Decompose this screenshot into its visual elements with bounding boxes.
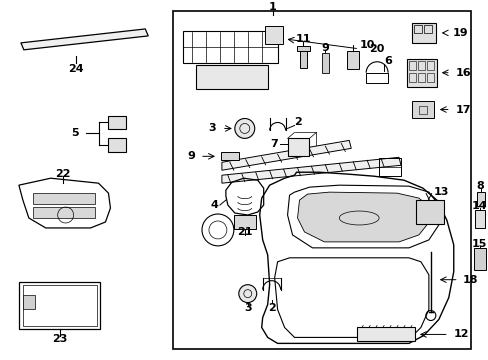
Bar	[23, 285, 96, 327]
Bar	[426, 61, 433, 70]
Circle shape	[238, 285, 256, 303]
Bar	[417, 73, 424, 82]
Bar	[406, 59, 436, 87]
Text: 19: 19	[452, 28, 468, 38]
Bar	[296, 46, 310, 51]
Text: 3: 3	[244, 302, 251, 312]
Bar	[415, 200, 443, 224]
Polygon shape	[222, 157, 400, 183]
Bar	[473, 248, 485, 270]
Bar	[287, 138, 309, 156]
Bar	[33, 207, 94, 218]
Bar	[411, 23, 435, 43]
Text: 2: 2	[294, 117, 302, 127]
Text: 9: 9	[321, 43, 328, 53]
Polygon shape	[21, 29, 148, 50]
Bar	[108, 138, 126, 152]
Bar	[476, 192, 484, 206]
Text: 12: 12	[453, 329, 468, 339]
Bar	[474, 210, 484, 228]
Text: 22: 22	[55, 169, 70, 179]
Bar	[108, 116, 126, 130]
Bar	[366, 73, 387, 83]
Bar	[19, 282, 101, 329]
Text: 14: 14	[471, 201, 487, 211]
Text: 15: 15	[471, 239, 487, 249]
Text: 4: 4	[210, 200, 218, 210]
Text: 21: 21	[237, 227, 252, 237]
Text: 23: 23	[52, 334, 67, 345]
Circle shape	[234, 118, 254, 138]
Bar	[408, 61, 415, 70]
Bar	[408, 73, 415, 82]
Bar	[233, 215, 255, 229]
Bar	[417, 61, 424, 70]
Text: 3: 3	[208, 123, 216, 134]
Polygon shape	[297, 192, 430, 242]
Bar	[299, 46, 307, 68]
Text: 20: 20	[368, 44, 384, 54]
Text: 6: 6	[383, 56, 391, 66]
Polygon shape	[222, 140, 350, 170]
Bar	[264, 26, 282, 44]
Bar	[196, 65, 267, 89]
Bar	[183, 31, 277, 63]
Bar	[173, 11, 470, 349]
Bar	[411, 100, 433, 118]
Bar	[322, 53, 329, 73]
Bar	[221, 152, 238, 160]
Bar	[357, 328, 414, 341]
Text: 8: 8	[476, 181, 484, 191]
Bar	[23, 294, 35, 309]
Text: 7: 7	[269, 139, 277, 149]
Bar	[423, 25, 431, 33]
Text: 17: 17	[455, 104, 470, 114]
Bar	[418, 105, 426, 113]
Text: 24: 24	[68, 64, 83, 74]
Text: 9: 9	[187, 151, 195, 161]
Bar	[378, 158, 400, 176]
Text: 16: 16	[455, 68, 470, 78]
Text: 18: 18	[462, 275, 477, 285]
Text: 13: 13	[433, 187, 448, 197]
Bar	[33, 193, 94, 204]
Text: 5: 5	[71, 129, 79, 139]
Text: 1: 1	[268, 2, 276, 12]
Text: 2: 2	[267, 302, 275, 312]
Text: 11: 11	[295, 34, 310, 44]
Bar	[413, 25, 421, 33]
Text: 10: 10	[359, 40, 374, 50]
Bar	[426, 73, 433, 82]
Bar	[346, 51, 359, 69]
